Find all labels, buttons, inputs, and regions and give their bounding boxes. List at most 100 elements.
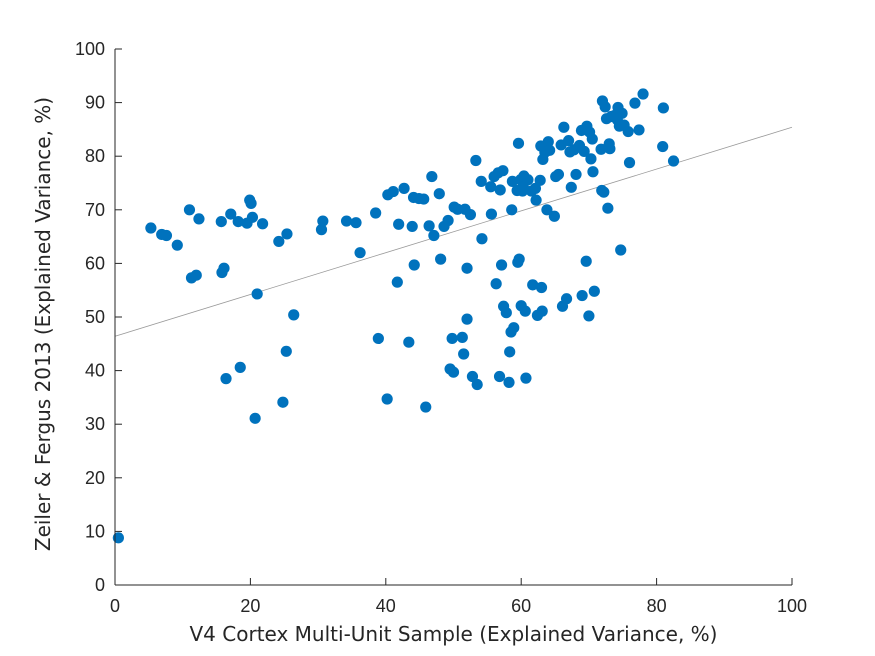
data-point — [512, 137, 525, 149]
data-point — [565, 181, 577, 193]
data-point — [183, 204, 196, 216]
data-points — [112, 88, 680, 544]
data-point — [494, 184, 506, 196]
data-point — [604, 143, 616, 155]
data-point — [552, 168, 565, 181]
x-tick-label: 20 — [240, 596, 260, 616]
y-tick-label: 0 — [95, 575, 105, 595]
data-point — [485, 181, 497, 193]
y-tick-label: 50 — [85, 307, 105, 327]
x-tick-label: 60 — [511, 596, 531, 616]
data-point — [520, 372, 532, 384]
data-point — [583, 310, 595, 322]
data-point — [340, 215, 353, 227]
data-point — [588, 285, 600, 297]
data-point — [548, 210, 560, 222]
data-point — [408, 259, 420, 271]
data-point — [193, 213, 205, 225]
data-point — [560, 293, 573, 305]
data-point — [629, 97, 641, 109]
data-point — [461, 313, 473, 325]
data-point — [458, 348, 470, 360]
data-point — [190, 269, 202, 281]
data-point — [513, 253, 525, 265]
data-point — [633, 124, 645, 136]
data-point — [527, 279, 539, 291]
data-point — [485, 208, 498, 220]
y-tick-label: 70 — [85, 200, 105, 220]
data-point — [277, 396, 289, 408]
data-point — [256, 218, 269, 230]
data-point — [387, 185, 399, 198]
data-point — [585, 153, 597, 165]
data-point — [273, 235, 285, 248]
y-tick-label: 80 — [85, 146, 105, 166]
data-point — [493, 370, 506, 383]
data-point — [578, 145, 590, 157]
y-axis: 0 10 20 30 40 50 60 70 80 90 100 — [75, 39, 122, 595]
data-point — [251, 288, 263, 300]
data-point — [602, 202, 614, 214]
data-point — [249, 412, 261, 424]
y-tick-label: 20 — [85, 468, 105, 488]
data-point — [370, 207, 382, 219]
data-point — [391, 276, 403, 288]
x-tick-label: 100 — [777, 596, 807, 616]
data-point — [456, 331, 468, 343]
data-point — [615, 244, 627, 256]
data-point — [495, 259, 508, 271]
data-point — [245, 197, 257, 209]
data-point — [317, 215, 329, 227]
data-point — [446, 332, 458, 345]
data-point — [225, 208, 237, 220]
regression-line — [114, 126, 793, 337]
data-point — [350, 217, 362, 229]
data-point — [470, 154, 482, 167]
x-tick-label: 0 — [110, 596, 120, 616]
x-axis-label: V4 Cortex Multi-Unit Sample (Explained V… — [190, 622, 718, 646]
data-point — [508, 322, 520, 334]
data-point — [246, 211, 259, 223]
data-point — [420, 401, 432, 413]
data-point — [423, 220, 435, 232]
y-tick-label: 40 — [85, 361, 105, 381]
data-point — [637, 88, 649, 100]
data-point — [218, 262, 230, 274]
data-point — [234, 361, 246, 373]
data-point — [522, 174, 534, 186]
data-point — [667, 155, 680, 167]
data-point — [160, 229, 173, 242]
data-point — [535, 281, 548, 294]
data-point — [490, 278, 502, 290]
data-point — [288, 309, 300, 321]
y-tick-label: 30 — [85, 414, 105, 434]
data-point — [558, 121, 570, 133]
data-point — [464, 209, 477, 221]
data-point — [418, 193, 430, 205]
data-point — [570, 168, 582, 181]
data-point — [475, 175, 487, 187]
data-point — [534, 174, 546, 186]
data-point — [215, 215, 227, 228]
data-point — [576, 289, 588, 302]
data-point — [406, 220, 418, 233]
data-point — [598, 186, 610, 198]
y-axis-label: Zeiler & Fergus 2013 (Explained Variance… — [31, 97, 55, 551]
data-point — [562, 135, 575, 147]
data-point — [541, 204, 553, 216]
y-tick-label: 100 — [75, 39, 105, 59]
y-tick-label: 10 — [85, 521, 105, 541]
data-point — [476, 233, 488, 245]
data-point — [447, 366, 460, 378]
data-point — [280, 345, 292, 357]
data-point — [281, 228, 293, 240]
x-axis: 0 20 40 60 80 100 — [110, 578, 807, 616]
data-point — [461, 262, 473, 274]
data-point — [372, 332, 384, 345]
data-point — [220, 373, 232, 385]
data-point — [393, 218, 405, 230]
data-point — [433, 188, 445, 200]
data-point — [504, 346, 516, 358]
data-point — [398, 182, 410, 194]
